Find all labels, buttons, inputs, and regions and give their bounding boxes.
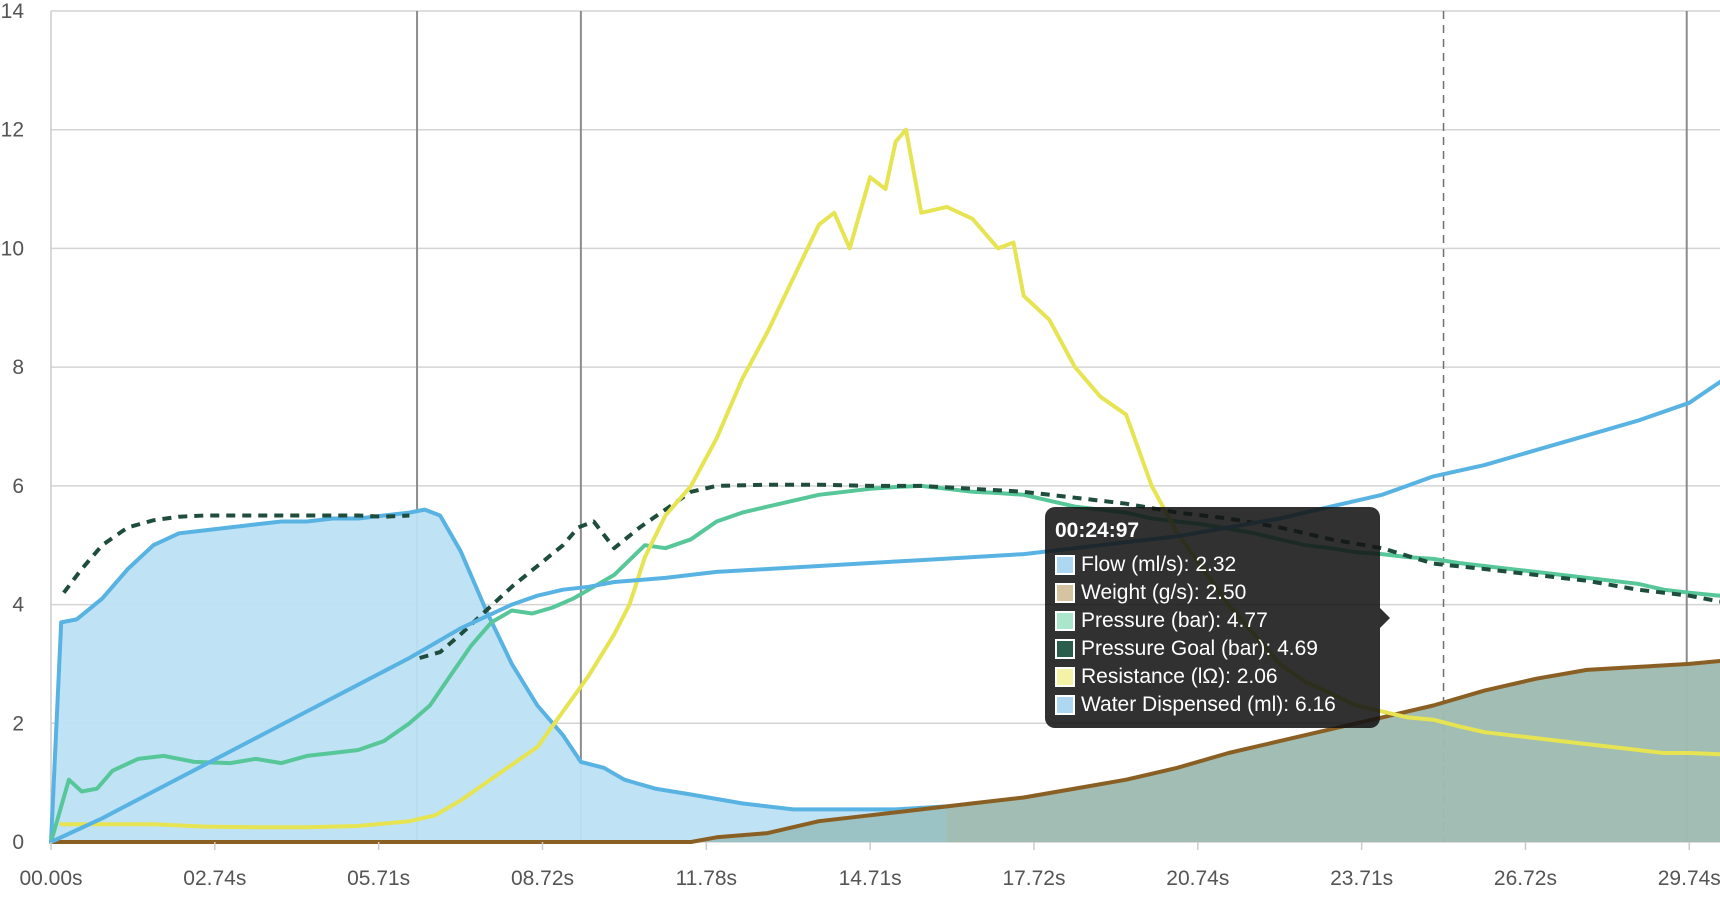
flow-line — [49, 507, 949, 844]
x-tick-label: 17.72s — [1002, 867, 1065, 890]
x-tick-label: 23.71s — [1330, 867, 1393, 890]
axes: 0 2 4 6 8 10 12 14 00.00s 02.74s 05.71s 08.72s 11.78… — [1, 0, 1720, 890]
series-lines — [49, 127, 1720, 844]
tooltip-row-label: Water Dispensed (ml): 6.16 — [1081, 693, 1336, 716]
tooltip-rows: Flow (ml/s): 2.32 Weight (g/s): 2.50 Pre… — [1055, 551, 1336, 719]
y-tick-label: 8 — [12, 356, 24, 379]
pressure-goal-line — [419, 482, 1720, 660]
tooltip-pointer — [1380, 608, 1390, 628]
tooltip-row-pressure: Pressure (bar): 4.77 — [1055, 607, 1336, 635]
tooltip-row-water-dispensed: Water Dispensed (ml): 6.16 — [1055, 691, 1336, 719]
x-tick-label: 08.72s — [511, 867, 574, 890]
tooltip-row-resistance: Resistance (lΩ): 2.06 — [1055, 663, 1336, 691]
tooltip-row-label: Pressure (bar): 4.77 — [1081, 609, 1268, 632]
x-tick-label: 00.00s — [19, 867, 82, 890]
water-dispensed-line — [49, 380, 1720, 844]
resistance-swatch — [1055, 667, 1075, 687]
y-tick-label: 14 — [1, 0, 25, 23]
pressure-goal-line — [62, 513, 410, 594]
x-tick-label: 29.74s — [1658, 867, 1720, 890]
y-tick-label: 10 — [1, 237, 24, 260]
x-tick-label: 11.78s — [676, 867, 738, 890]
x-tick-label: 26.72s — [1494, 867, 1557, 890]
tooltip-row-flow: Flow (ml/s): 2.32 — [1055, 551, 1336, 579]
x-tick-label: 02.74s — [183, 867, 246, 890]
tooltip-time: 00:24:97 — [1055, 519, 1140, 542]
y-tick-label: 12 — [1, 119, 24, 142]
tooltip-row-label: Pressure Goal (bar): 4.69 — [1081, 637, 1318, 660]
y-tick-label: 6 — [12, 475, 24, 498]
resistance-line — [59, 127, 1720, 830]
pressure-goal-swatch — [1055, 639, 1075, 659]
x-tick-label: 05.71s — [347, 867, 410, 890]
tooltip-row-pressure-goal: Pressure Goal (bar): 4.69 — [1055, 635, 1336, 663]
area-fills — [51, 509, 1720, 842]
y-tick-label: 2 — [12, 712, 24, 735]
x-tick-label: 14.71s — [839, 867, 902, 890]
tooltip-row-label: Resistance (lΩ): 2.06 — [1081, 665, 1278, 688]
water-dispensed-swatch — [1055, 695, 1075, 715]
flow-swatch — [1055, 555, 1075, 575]
weight-swatch — [1055, 583, 1075, 603]
flow-area — [51, 509, 947, 842]
overlap-area — [691, 661, 1720, 842]
tooltip-row-label: Flow (ml/s): 2.32 — [1081, 553, 1237, 576]
pressure-swatch — [1055, 611, 1075, 631]
y-tick-label: 0 — [12, 831, 24, 854]
pressure-line — [49, 483, 1720, 844]
tooltip-row-label: Weight (g/s): 2.50 — [1081, 581, 1247, 604]
y-tick-label: 4 — [12, 594, 24, 617]
x-tick-label: 20.74s — [1166, 867, 1229, 890]
weight-line — [49, 659, 1720, 844]
hover-tooltip: 00:24:97 Flow (ml/s): 2.32 Weight (g/s):… — [1045, 507, 1380, 728]
tooltip-row-weight: Weight (g/s): 2.50 — [1055, 579, 1336, 607]
